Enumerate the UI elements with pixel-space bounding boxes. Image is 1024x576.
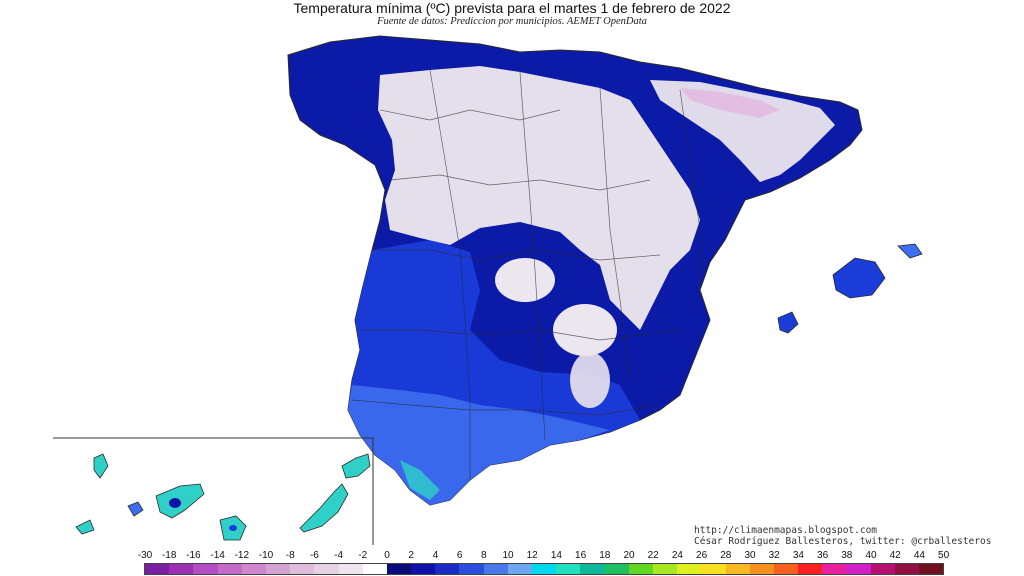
legend-swatch [338,564,363,574]
color-legend [144,563,945,575]
legend-swatch [894,564,919,574]
legend-swatch [362,564,387,574]
legend-swatch [870,564,895,574]
legend-label: 26 [696,550,708,561]
legend-label: -30 [137,550,153,561]
legend-swatch [822,564,847,574]
legend-label: 6 [456,550,463,561]
legend-swatch [749,564,774,574]
legend-label: 40 [865,550,877,561]
legend-swatch [580,564,605,574]
legend-swatch [169,564,194,574]
legend-swatch [217,564,242,574]
credits: http://climaenmapas.blogspot.com César R… [694,525,991,547]
legend-label: 28 [720,550,732,561]
legend-label: 32 [768,550,780,561]
legend-swatch [145,564,170,574]
legend-label: 0 [384,550,390,561]
legend-swatch [846,564,871,574]
credits-url[interactable]: http://climaenmapas.blogspot.com [694,525,878,536]
legend-label: -6 [309,550,319,561]
map-subtitle: Fuente de datos: Prediccion por municipi… [377,16,647,27]
legend-label: -8 [285,550,295,561]
legend-swatch [265,564,291,574]
legend-label: -10 [258,550,274,561]
legend-swatch [241,564,266,574]
legend-swatch [798,564,823,574]
legend-label: 16 [575,550,587,561]
legend-label: 10 [502,550,514,561]
legend-label: 20 [623,550,635,561]
legend-label: -16 [186,550,201,561]
legend-swatch [435,564,460,574]
legend-label: 4 [432,550,439,561]
legend-swatch [919,564,944,574]
legend-label: 36 [817,550,829,561]
legend-swatch [628,564,653,574]
map-title: Temperatura mínima (ºC) prevista para el… [293,0,731,16]
legend-label: 22 [647,550,659,561]
legend-label: 2 [408,550,414,561]
canarias-inset [53,437,374,545]
legend-swatch [532,564,557,574]
legend-swatch [507,564,532,574]
legend-label: -14 [210,550,225,561]
legend-swatch [290,564,315,574]
legend-label: 24 [671,550,683,561]
legend-label: -18 [161,550,177,561]
legend-swatch [677,564,702,574]
legend-label: 18 [599,550,611,561]
legend-swatch [386,564,412,574]
legend-swatch [604,564,629,574]
legend-label: 44 [913,550,925,561]
legend-label: 30 [744,550,756,561]
legend-swatch [725,564,750,574]
legend-swatch [652,564,678,574]
legend-label: 50 [938,550,950,561]
legend-labels: -30 -18 -16 -14 -12 -10 -8 -6 -4 -2 0 2 4 6 8 10 12 14 16 1… [0,550,1024,562]
legend-label: -12 [234,550,250,561]
legend-swatch [411,564,436,574]
legend-label: 8 [481,550,487,561]
peninsula-region [287,35,863,506]
legend-swatch [556,564,581,574]
legend-swatch [459,564,484,574]
legend-label: 42 [889,550,901,561]
legend-swatch [483,564,508,574]
legend-label: -4 [334,550,344,561]
legend-label: 14 [550,550,562,561]
credits-author: César Rodríguez Ballesteros, twitter: @c… [694,536,992,547]
legend-label: 12 [526,550,538,561]
legend-label: 38 [841,550,853,561]
legend-swatch [193,564,218,574]
legend-label: 34 [792,550,804,561]
legend-swatch [701,564,726,574]
legend-swatch [314,564,339,574]
baleares-islands [777,243,923,334]
legend-swatch [773,564,799,574]
legend-label: -2 [358,550,368,561]
